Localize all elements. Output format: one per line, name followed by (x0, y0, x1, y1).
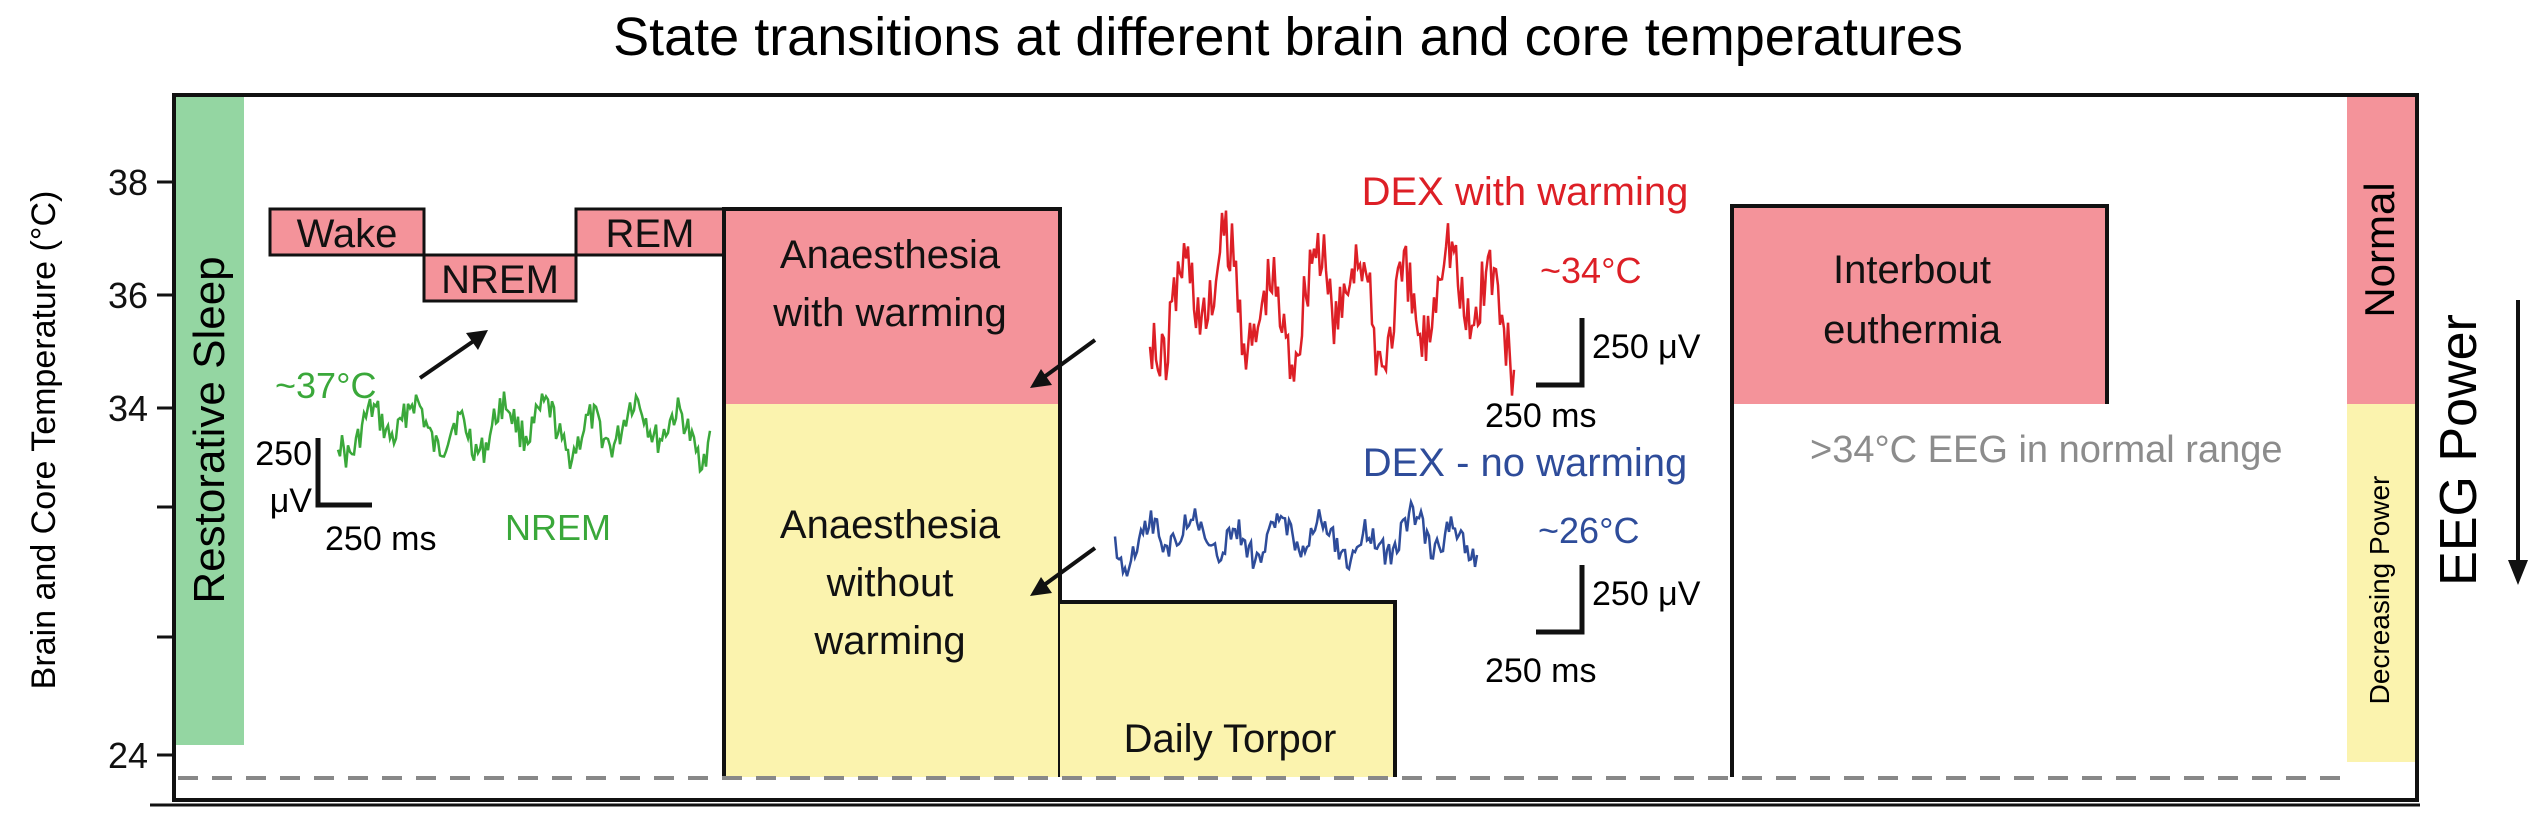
anaesthesia-without-warming-label-3: warming (813, 619, 965, 663)
dex-nowarm-scale-bar (1536, 565, 1585, 635)
dex-warm-scale-voltage: 250 μV (1592, 328, 1701, 366)
dex-nowarm-arrow-head (1030, 577, 1052, 596)
nrem-box (422, 253, 578, 303)
interbout-euthermia-label-1: Interbout (1833, 248, 1991, 292)
dex-warm-temp: ~34°C (1540, 250, 1641, 291)
dex-nowarm-scale-time: 250 ms (1485, 652, 1597, 690)
rem-box (574, 207, 726, 257)
normal-label: Normal (2356, 182, 2403, 317)
nrem-stage-label: NREM (441, 258, 559, 302)
y-tick-24: 24 (108, 735, 148, 776)
dex-nowarm-scale-voltage: 250 μV (1592, 575, 1701, 613)
nrem-scale-voltage-1: 250 (255, 435, 312, 473)
eeg-power-arrow-head (2508, 560, 2528, 585)
nrem-scale-bar (315, 438, 372, 508)
daily-torpor-box (1060, 602, 1395, 777)
interbout-euthermia-box (1732, 206, 2107, 404)
nrem-trace-name: NREM (505, 507, 611, 548)
restorative-sleep-bar (176, 97, 244, 745)
dex-warm-arrow-shaft (1038, 338, 1097, 382)
y-tick-36: 36 (108, 275, 148, 316)
eeg-power-label: EEG Power (2430, 314, 2488, 586)
nrem-arrow-shaft (418, 336, 480, 380)
rem-label: REM (606, 212, 695, 256)
dex-nowarm-temp: ~26°C (1538, 510, 1639, 551)
dex-warm-eeg-trace (1148, 210, 1516, 396)
y-axis-ticks (157, 180, 174, 757)
wake-box (268, 207, 426, 257)
dex-warm-name: DEX with warming (1362, 170, 1689, 214)
daily-torpor-outline (1060, 600, 1397, 777)
wake-label: Wake (297, 212, 398, 256)
interbout-outline (1730, 204, 2109, 777)
eeg-normal-note: >34°C EEG in normal range (1810, 429, 2283, 471)
figure-title: State transitions at different brain and… (613, 7, 1963, 67)
y-axis-label: Brain and Core Temperature (°C) (25, 191, 63, 690)
dex-nowarm-arrow-shaft (1038, 546, 1097, 590)
anaesthesia-with-warming-label-2: with warming (772, 291, 1006, 335)
dex-warm-scale-bar (1536, 318, 1585, 388)
daily-torpor-label: Daily Torpor (1124, 717, 1337, 761)
anaesthesia-with-warming-box (724, 209, 1060, 404)
interbout-euthermia-label-2: euthermia (1823, 308, 2002, 352)
nrem-eeg-trace (336, 391, 712, 474)
normal-bar (2347, 97, 2415, 404)
dex-warm-scale-time: 250 ms (1485, 397, 1597, 435)
anaesthesia-without-warming-label-2: without (826, 561, 954, 605)
plot-frame (172, 93, 2419, 802)
anaesthesia-without-warming-box (724, 404, 1060, 777)
nrem-scale-time: 250 ms (325, 520, 437, 558)
nrem-scale-voltage-2: μV (270, 482, 313, 520)
decreasing-power-bar (2347, 404, 2415, 762)
anaesthesia-with-warming-label-1: Anaesthesia (780, 233, 1001, 277)
restorative-sleep-label: Restorative Sleep (185, 256, 234, 603)
decreasing-power-label: Decreasing Power (2364, 476, 2395, 705)
dex-nowarm-name: DEX - no warming (1363, 441, 1688, 485)
y-tick-38: 38 (108, 162, 148, 203)
nrem-temp-label: ~37°C (275, 365, 376, 406)
anaesthesia-outline (722, 207, 1062, 777)
y-tick-34: 34 (108, 388, 148, 429)
dex-warm-arrow-head (1030, 369, 1052, 388)
nrem-arrow-head (466, 330, 488, 350)
anaesthesia-without-warming-label-1: Anaesthesia (780, 503, 1001, 547)
dex-nowarm-eeg-trace (1113, 497, 1479, 578)
